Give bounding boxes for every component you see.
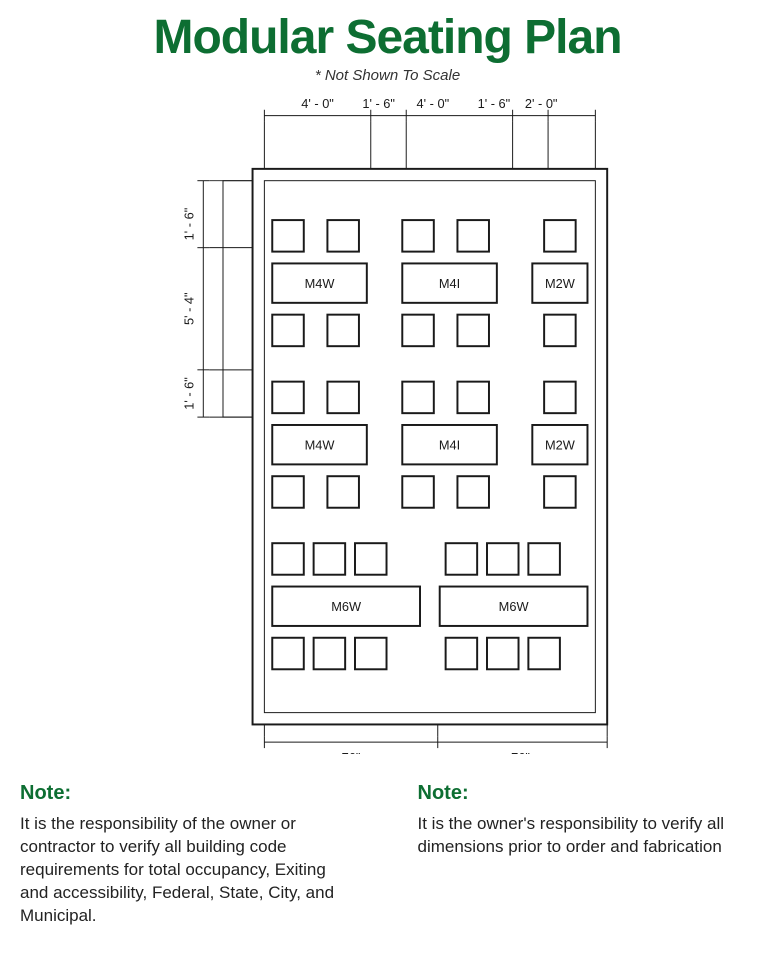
note-right: Note: It is the owner's responsibility t…	[418, 782, 756, 928]
table-label: M4I	[438, 276, 459, 291]
seat	[313, 638, 345, 670]
seat	[487, 638, 519, 670]
notes-row: Note: It is the responsibility of the ow…	[20, 782, 755, 928]
seat	[445, 543, 477, 575]
table-label: M4W	[304, 438, 335, 453]
table-label: M6W	[331, 599, 362, 614]
note-text: It is the owner's responsibility to veri…	[418, 813, 756, 859]
diagram-container: 4' - 0" 1' - 6" 4' - 0" 1' - 6" 2' - 0" 1' - …	[20, 94, 755, 754]
seat	[313, 543, 345, 575]
dim-label: 1' - 6"	[477, 96, 510, 111]
table-label: M2W	[544, 276, 575, 291]
seat	[327, 476, 359, 508]
seat	[272, 638, 304, 670]
table-label: M6W	[498, 599, 529, 614]
seat	[487, 543, 519, 575]
dim-label: 4' - 0"	[416, 96, 449, 111]
seat	[445, 638, 477, 670]
dim-label: 5' - 4"	[181, 292, 196, 325]
seat	[544, 220, 576, 252]
seat	[272, 543, 304, 575]
dim-label: 2' - 0"	[524, 96, 557, 111]
page-subtitle: * Not Shown To Scale	[20, 67, 755, 84]
table-label: M2W	[544, 438, 575, 453]
seat	[402, 382, 434, 414]
seat	[402, 476, 434, 508]
seat	[544, 382, 576, 414]
seat	[528, 638, 560, 670]
seat	[544, 476, 576, 508]
dim-label: 76"	[511, 750, 530, 754]
seat	[272, 382, 304, 414]
note-left: Note: It is the responsibility of the ow…	[20, 782, 358, 928]
seat	[355, 638, 387, 670]
seating-plan-diagram: 4' - 0" 1' - 6" 4' - 0" 1' - 6" 2' - 0" 1' - …	[138, 94, 638, 754]
seat	[327, 220, 359, 252]
seat	[457, 315, 489, 347]
seat	[327, 382, 359, 414]
seat	[457, 476, 489, 508]
seat	[544, 315, 576, 347]
table-label: M4W	[304, 276, 335, 291]
dim-label: 1' - 6"	[362, 96, 395, 111]
page-title: Modular Seating Plan	[20, 10, 755, 65]
page: Modular Seating Plan * Not Shown To Scal…	[0, 0, 775, 958]
dim-label: 1' - 6"	[181, 208, 196, 241]
seat	[402, 315, 434, 347]
dim-label: 76"	[341, 750, 360, 754]
seat	[402, 220, 434, 252]
note-heading: Note:	[20, 782, 358, 805]
dim-label: 4' - 0"	[301, 96, 334, 111]
seat	[272, 476, 304, 508]
seat	[272, 220, 304, 252]
seat	[327, 315, 359, 347]
table-label: M4I	[438, 438, 459, 453]
dim-label: 1' - 6"	[181, 377, 196, 410]
seat	[457, 220, 489, 252]
note-text: It is the responsibility of the owner or…	[20, 813, 358, 928]
note-heading: Note:	[418, 782, 756, 805]
seat	[272, 315, 304, 347]
seat	[457, 382, 489, 414]
seat	[528, 543, 560, 575]
seat	[355, 543, 387, 575]
